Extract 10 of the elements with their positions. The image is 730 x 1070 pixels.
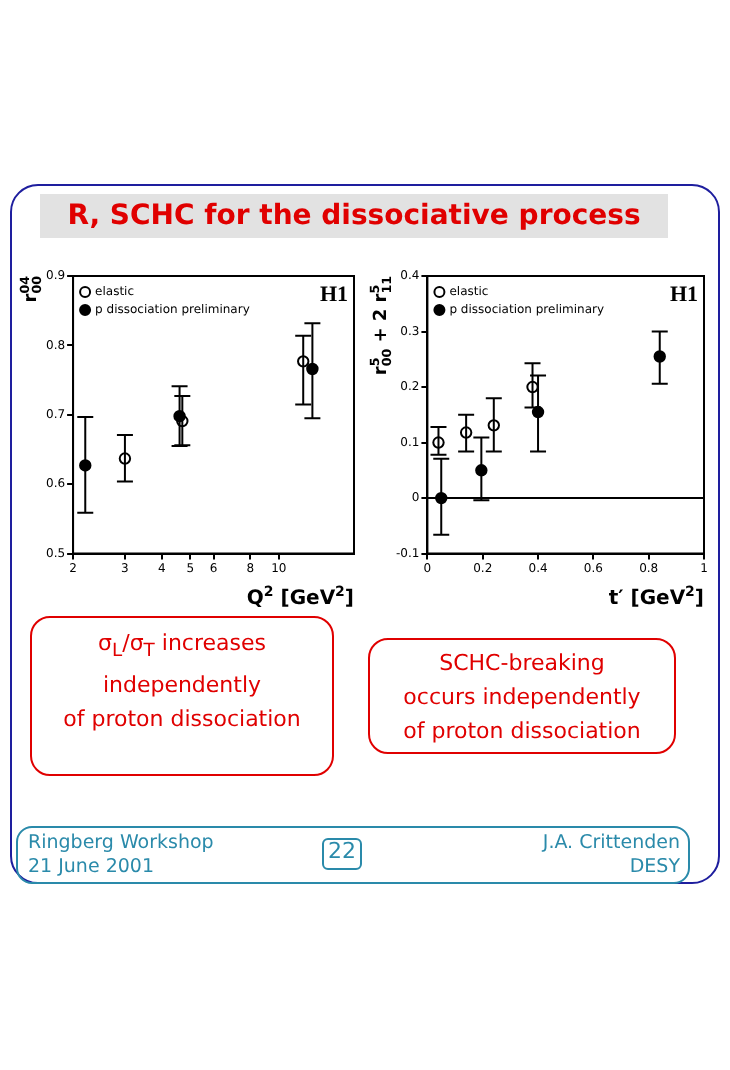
text: σ$_{L}$/σ$_{T}$ increases independently of proton dissociation — [30, 616, 334, 776]
text: 22 — [322, 838, 362, 870]
text: SCHC-breaking occurs independently of proton dissociation — [368, 638, 676, 754]
annotation: H1 — [669, 282, 698, 307]
text: DESY — [627, 856, 680, 880]
text: J.A. Crittenden — [539, 832, 680, 856]
text: Ringberg Workshop — [28, 832, 216, 856]
annotation: H1 — [319, 282, 348, 307]
text: 21 June 2001 — [28, 856, 156, 880]
text: R, SCHC for the dissociative process — [67, 200, 641, 232]
